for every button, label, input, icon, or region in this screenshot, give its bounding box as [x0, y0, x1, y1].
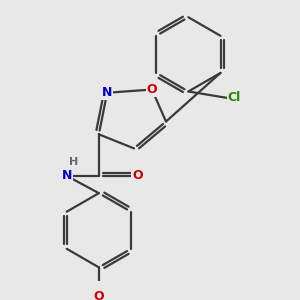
Text: O: O: [94, 290, 104, 300]
Text: N: N: [102, 86, 112, 99]
Text: H: H: [69, 157, 78, 167]
Text: O: O: [132, 169, 142, 182]
Text: O: O: [147, 83, 157, 96]
Text: N: N: [62, 169, 72, 182]
Text: Cl: Cl: [228, 92, 241, 104]
